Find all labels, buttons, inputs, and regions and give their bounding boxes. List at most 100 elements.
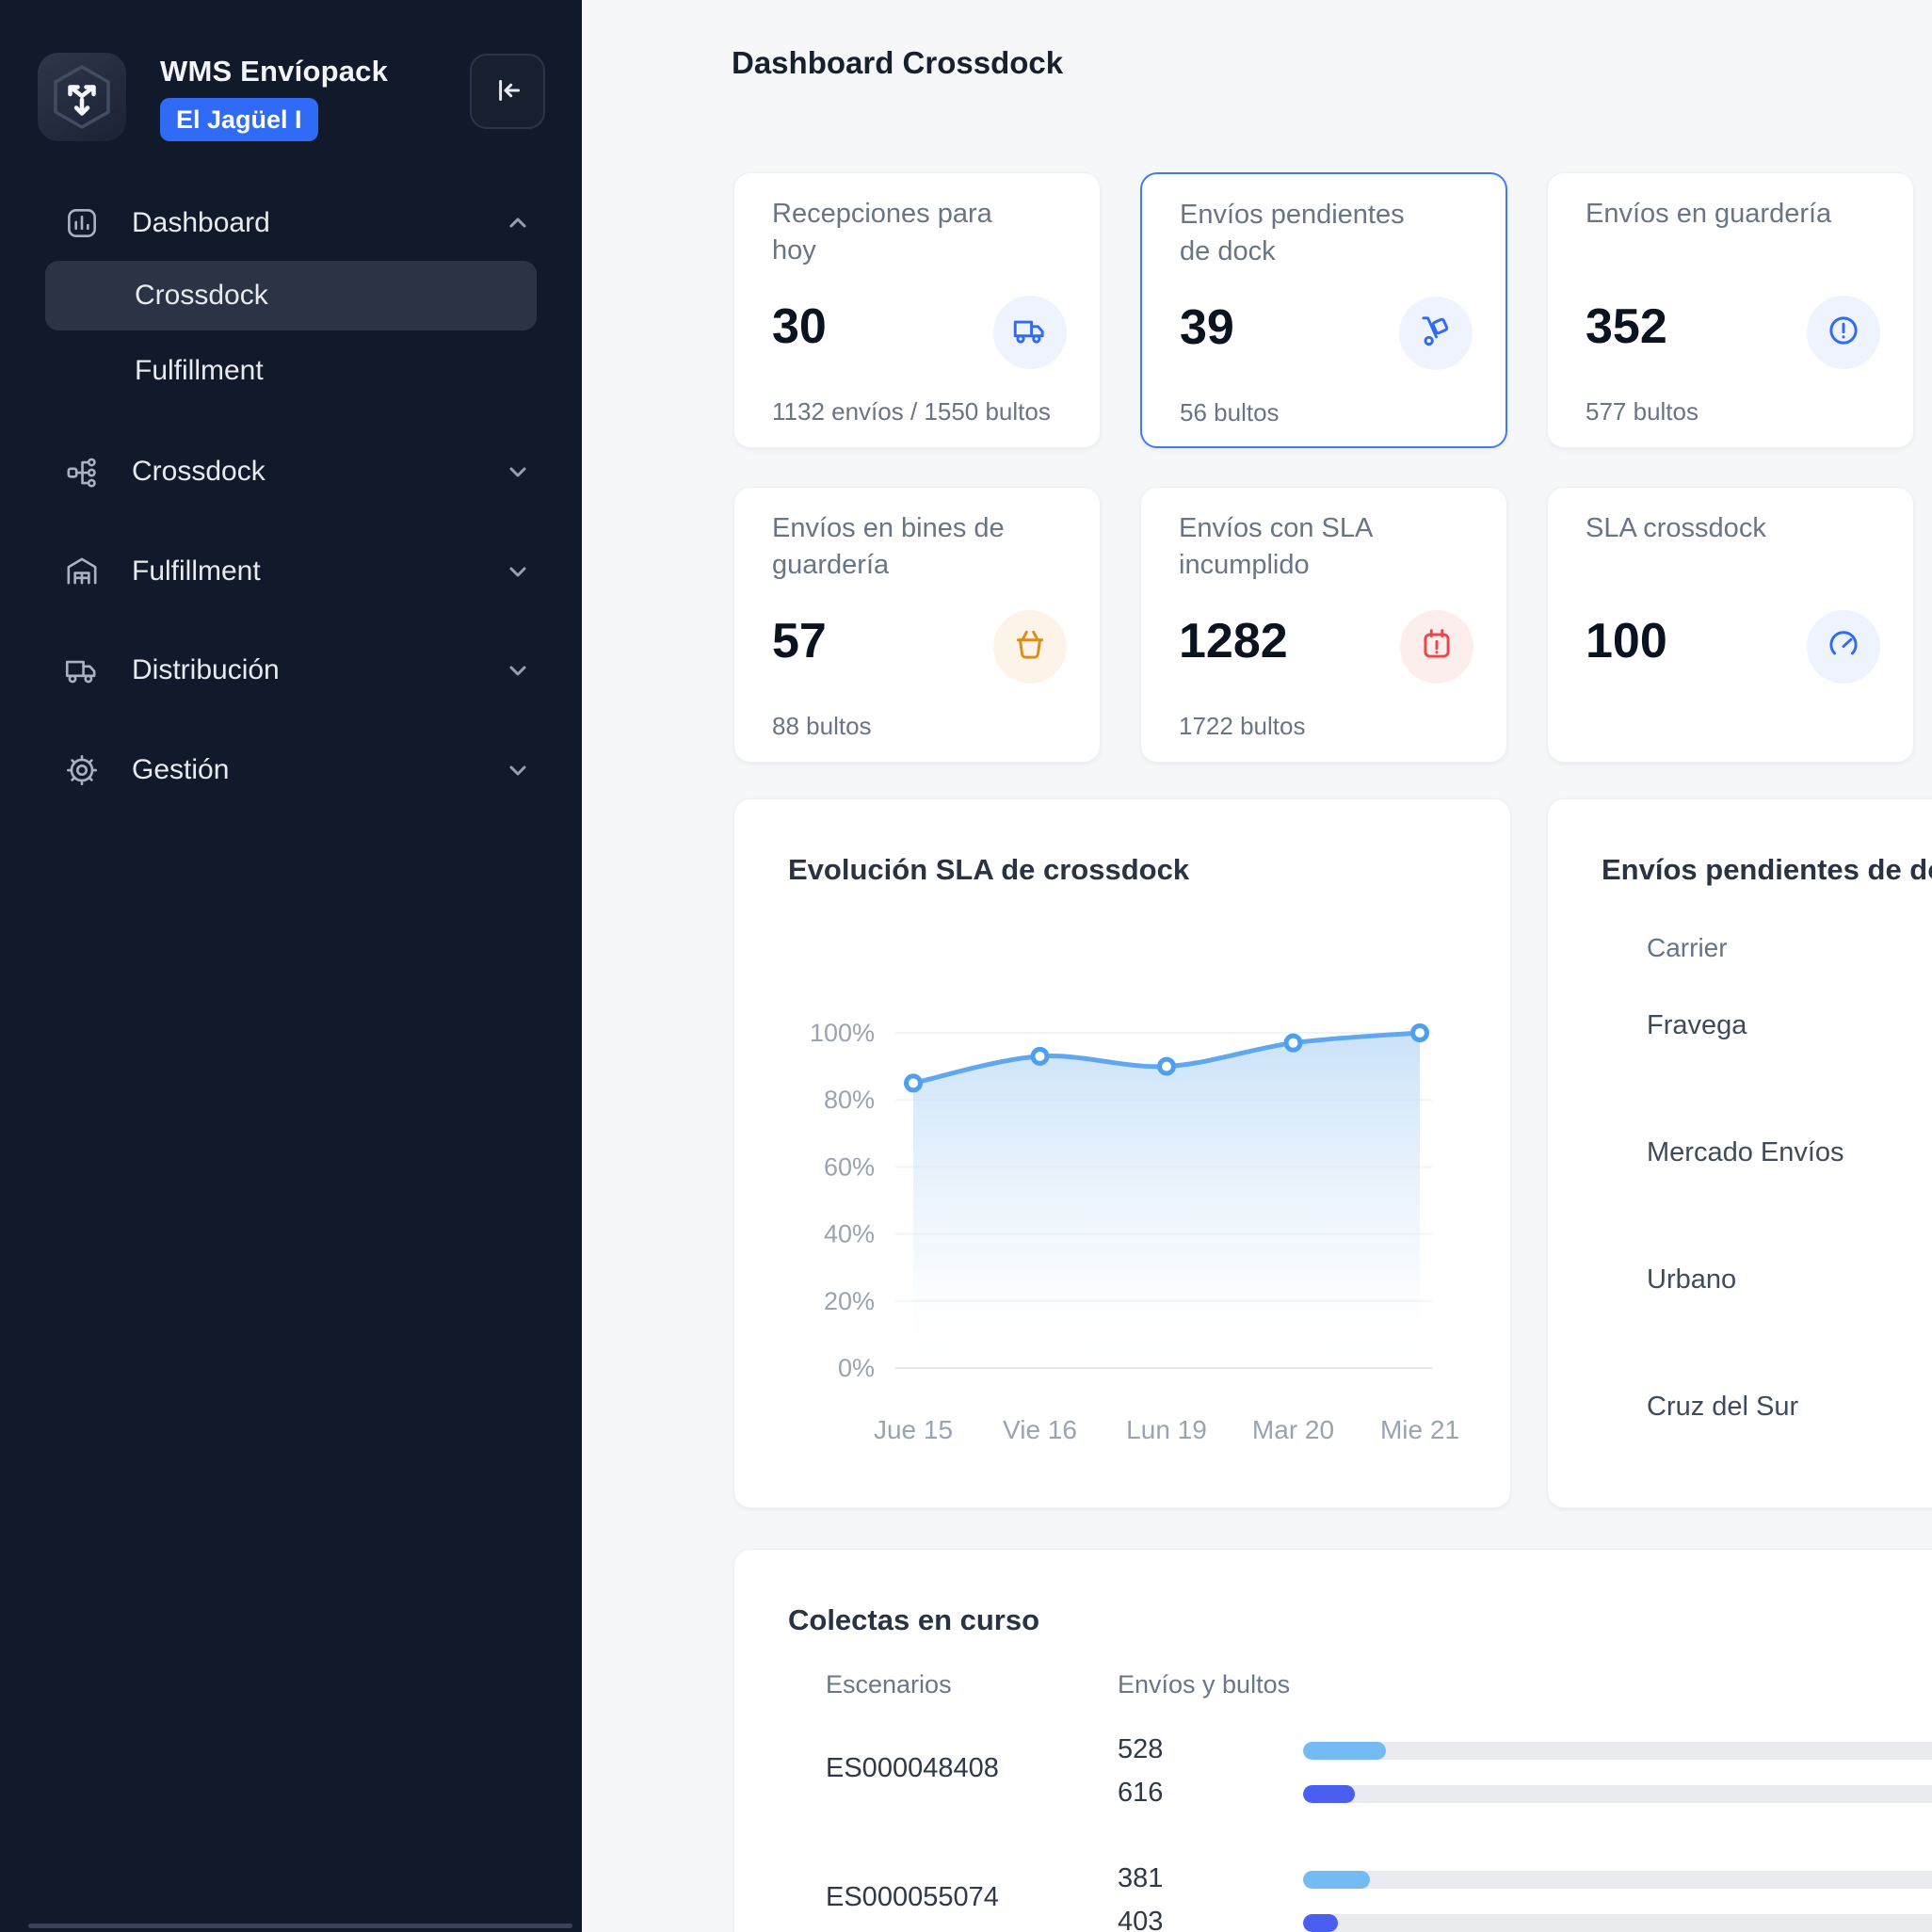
carrier-row: Cruz del Sur <box>1647 1392 1798 1423</box>
bultos-count: 403 <box>1118 1907 1163 1932</box>
svg-text:Mar 20: Mar 20 <box>1252 1415 1334 1444</box>
warehouse-icon <box>62 552 102 591</box>
carrier-column-header: Carrier <box>1647 933 1728 963</box>
package-3d-icon <box>39 54 125 140</box>
envios-progress-track <box>1303 1871 1932 1889</box>
kpi-title: Envíos en guardería <box>1586 196 1831 233</box>
bultos-count: 616 <box>1118 1778 1163 1809</box>
colectas-title: Colectas en curso <box>788 1603 1039 1637</box>
kpi-subtitle: 577 bultos <box>1586 397 1699 427</box>
kpi-subtitle: 88 bultos <box>772 712 872 741</box>
sidebar-item-gestion[interactable]: Gestión <box>0 731 582 810</box>
kpi-card-sla-crossdock[interactable]: SLA crossdock 100 <box>1547 487 1914 763</box>
kpi-value: 1282 <box>1179 613 1288 669</box>
subnav-item-label: Crossdock <box>135 280 268 312</box>
kpi-title: Recepciones para hoy <box>772 196 1030 269</box>
chevron-down-icon <box>503 556 533 587</box>
alert-circle-icon <box>1824 311 1863 355</box>
kpi-subtitle: 56 bultos <box>1180 398 1280 427</box>
kpi-value: 100 <box>1586 613 1667 669</box>
sla-evolution-card: 0%20%40%60%80%100%Jue 15Vie 16Lun 19Mar … <box>733 798 1511 1508</box>
kpi-value: 57 <box>772 613 827 669</box>
envios-count: 381 <box>1118 1863 1163 1894</box>
colectas-card: Colectas en curso Escenarios Envíos y bu… <box>733 1549 1932 1932</box>
sidebar-item-crossdock[interactable]: Crossdock <box>0 432 582 511</box>
sidebar-item-label: Crossdock <box>132 456 473 488</box>
bultos-progress-track <box>1303 1914 1932 1932</box>
chevron-up-icon <box>503 208 533 238</box>
sidebar-item-dashboard[interactable]: Dashboard <box>0 184 582 263</box>
app-root: WMS Envíopack El Jagüel I Dashboard <box>0 0 1932 1932</box>
kpi-card-sla-incumplido[interactable]: Envíos con SLA incumplido 1282 1722 bult… <box>1140 487 1507 763</box>
escenario-id: ES000048408 <box>826 1753 999 1784</box>
dashboard-icon <box>62 203 102 243</box>
kpi-value: 39 <box>1180 299 1234 356</box>
column-header-escenarios: Escenarios <box>826 1670 952 1699</box>
escenario-id: ES000055074 <box>826 1882 999 1913</box>
envios-count: 528 <box>1118 1734 1163 1765</box>
kpi-icon-circle <box>1807 296 1880 369</box>
kpi-card-bines-guarderia[interactable]: Envíos en bines de guardería 57 88 bulto… <box>733 487 1101 763</box>
truck-icon <box>1010 311 1050 355</box>
svg-text:60%: 60% <box>824 1152 875 1181</box>
sidebar-item-fulfillment[interactable]: Fulfillment <box>0 532 582 611</box>
gear-icon <box>62 750 102 790</box>
pending-by-carrier-card: Envíos pendientes de dock Carrier Fraveg… <box>1547 798 1932 1508</box>
svg-text:40%: 40% <box>824 1220 875 1248</box>
chevron-down-icon <box>503 457 533 487</box>
sla-line-chart: 0%20%40%60%80%100%Jue 15Vie 16Lun 19Mar … <box>734 799 1512 1509</box>
svg-text:80%: 80% <box>824 1086 875 1114</box>
svg-text:Mie 21: Mie 21 <box>1380 1415 1459 1444</box>
kpi-title: Envíos con SLA incumplido <box>1179 510 1437 584</box>
kpi-title: Envíos en bines de guardería <box>772 510 1030 584</box>
page-title: Dashboard Crossdock <box>732 45 1063 81</box>
sidebar-item-label: Dashboard <box>132 207 473 239</box>
kpi-icon-circle <box>1400 610 1473 684</box>
network-icon <box>62 452 102 491</box>
svg-text:Lun 19: Lun 19 <box>1126 1415 1207 1444</box>
kpi-card-pendientes-dock[interactable]: Envíos pendientes de dock 39 56 bultos <box>1140 172 1507 448</box>
pending-panel-title: Envíos pendientes de dock <box>1602 853 1932 887</box>
warehouse-badge[interactable]: El Jagüel I <box>160 98 318 141</box>
kpi-title: SLA crossdock <box>1586 510 1766 547</box>
kpi-value: 352 <box>1586 298 1667 355</box>
hand-truck-icon <box>1416 312 1456 356</box>
column-header-envios-bultos: Envíos y bultos <box>1118 1670 1290 1699</box>
sidebar-item-distribucion[interactable]: Distribución <box>0 631 582 710</box>
envios-progress-track <box>1303 1742 1932 1760</box>
kpi-grid: Recepciones para hoy 30 1132 envíos / 15… <box>733 172 1914 763</box>
sidebar-item-dashboard-crossdock[interactable]: Crossdock <box>45 261 537 330</box>
gauge-icon <box>1824 625 1863 669</box>
sidebar-scrollbar[interactable] <box>28 1924 572 1928</box>
sidebar-collapse-button[interactable] <box>470 54 545 129</box>
kpi-icon-circle <box>1807 610 1880 684</box>
kpi-card-guarderia[interactable]: Envíos en guardería 352 577 bultos <box>1547 172 1914 448</box>
calendar-alert-icon <box>1417 625 1457 669</box>
kpi-subtitle: 1132 envíos / 1550 bultos <box>772 397 1051 427</box>
sidebar-item-label: Fulfillment <box>132 555 473 588</box>
svg-text:100%: 100% <box>810 1019 875 1047</box>
kpi-value: 30 <box>772 298 827 355</box>
sidebar-item-label: Distribución <box>132 654 473 686</box>
brand-title: WMS Envíopack <box>160 55 388 89</box>
kpi-card-recepciones[interactable]: Recepciones para hoy 30 1132 envíos / 15… <box>733 172 1101 448</box>
kpi-subtitle: 1722 bultos <box>1179 712 1305 741</box>
collapse-left-icon <box>490 72 525 111</box>
sidebar-item-dashboard-fulfillment[interactable]: Fulfillment <box>45 336 537 406</box>
sidebar: WMS Envíopack El Jagüel I Dashboard <box>0 0 582 1932</box>
bultos-progress-fill <box>1303 1914 1338 1932</box>
carrier-row: Mercado Envíos <box>1647 1137 1844 1168</box>
sidebar-item-label: Gestión <box>132 754 473 786</box>
chart-title: Evolución SLA de crossdock <box>788 853 1189 887</box>
svg-text:0%: 0% <box>838 1354 875 1382</box>
kpi-icon-circle <box>993 296 1067 369</box>
basket-icon <box>1010 625 1050 669</box>
bultos-progress-track <box>1303 1785 1932 1803</box>
kpi-title: Envíos pendientes de dock <box>1180 197 1438 270</box>
subnav-item-label: Fulfillment <box>135 355 264 387</box>
chevron-down-icon <box>503 755 533 785</box>
app-logo <box>38 53 126 141</box>
envios-progress-fill <box>1303 1742 1386 1760</box>
kpi-icon-circle <box>993 610 1067 684</box>
kpi-icon-circle <box>1399 297 1473 370</box>
